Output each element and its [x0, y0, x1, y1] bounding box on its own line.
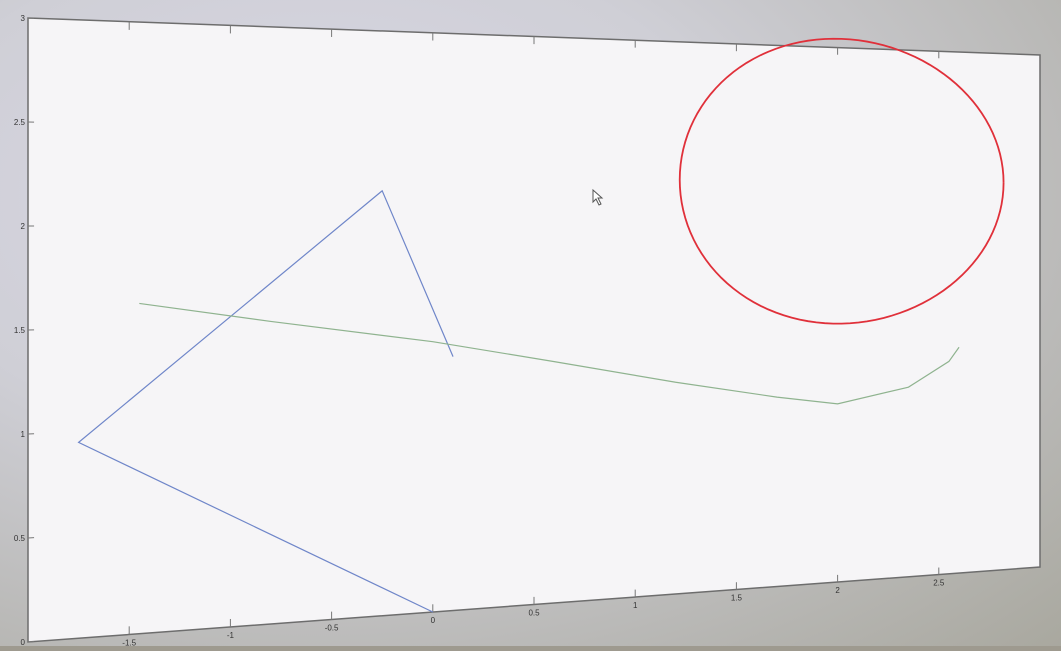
y-tick-label: 2.5 — [14, 118, 26, 127]
x-tick-label: -0.5 — [325, 624, 339, 633]
y-tick-label: 0 — [21, 638, 26, 646]
x-tick-label: 0.5 — [528, 609, 540, 618]
x-tick-label: -1 — [227, 631, 235, 640]
y-tick-label: 3 — [21, 14, 26, 23]
x-tick-label: 2.5 — [933, 579, 945, 588]
x-tick-label: -1.5 — [122, 639, 136, 647]
y-tick-label: 2 — [21, 222, 26, 231]
x-tick-label: 1.5 — [731, 594, 743, 603]
y-tick-label: 1 — [21, 430, 26, 439]
x-tick-label: 2 — [835, 586, 840, 595]
axes-frame — [28, 18, 1040, 642]
x-tick-label: 1 — [633, 601, 638, 610]
y-tick-label: 1.5 — [14, 326, 26, 335]
y-tick-label: 0.5 — [14, 534, 26, 543]
x-tick-label: 0 — [431, 616, 436, 625]
